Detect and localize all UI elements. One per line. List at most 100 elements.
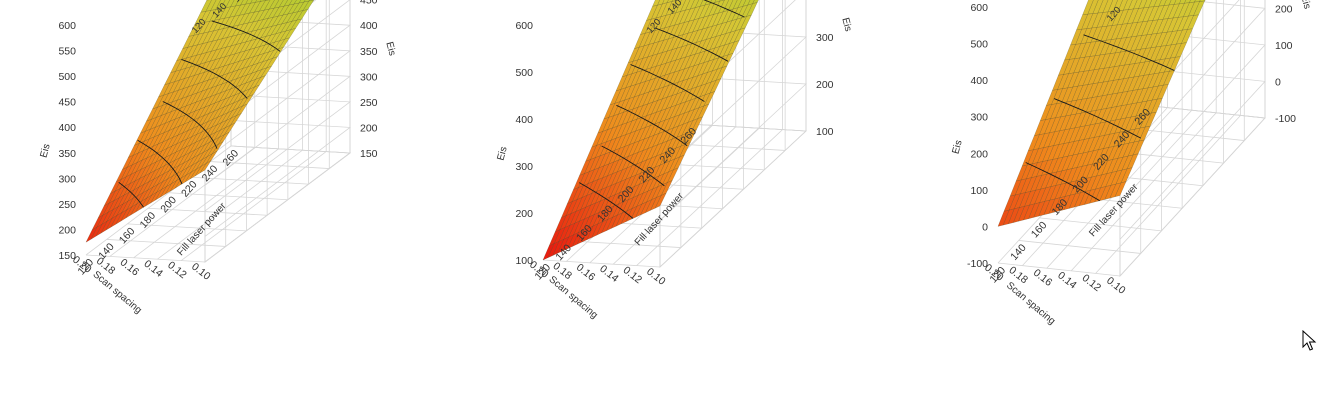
z-tick-label: 500 (515, 67, 533, 79)
y-tick-label: 0.14 (597, 263, 621, 285)
z-tick-label: -100 (967, 258, 988, 270)
z-tick-label: 200 (515, 208, 533, 220)
surface-plot-3: 1201401601802002202402600.100.120.140.16… (950, 0, 1313, 327)
y-tick-label: 0.14 (1055, 269, 1079, 291)
x-tick-label: 180 (138, 210, 159, 231)
contour-line (118, 181, 144, 208)
z-tick-label: 300 (360, 71, 378, 83)
floor-gridline (1070, 112, 1217, 272)
z-tick-label: 500 (970, 39, 988, 51)
floor-gridline (563, 240, 681, 248)
contour-line (601, 145, 665, 187)
z-tick-label: 350 (360, 46, 378, 58)
z-tick-label: 450 (58, 97, 76, 109)
contour-line (578, 182, 634, 219)
surface-plot-2: 1201401601802002202402600.100.120.140.16… (495, 0, 854, 321)
floor-gridline (204, 152, 351, 263)
surface-plot-1: 1201401601802002202402600.100.120.140.16… (38, 0, 398, 316)
z-tick-label: 400 (970, 75, 988, 87)
floor-gridline (133, 148, 279, 259)
z-tick-label: 250 (360, 97, 378, 109)
z-tick-label: 500 (58, 71, 76, 83)
z-tick-label: 450 (360, 0, 378, 7)
z-tick-label: 150 (360, 148, 378, 160)
z-tick-label: 300 (58, 173, 76, 185)
floor-gridline (127, 223, 247, 232)
floor-gridline (542, 259, 661, 268)
z-tick-label: 100 (515, 255, 533, 267)
x-tick-label: 160 (1029, 219, 1050, 240)
y-tick-label: 0.16 (1031, 267, 1055, 289)
z-axis-title: Eis (38, 143, 52, 159)
contour-line (137, 139, 183, 185)
z-tick-label: 200 (360, 122, 378, 134)
contour-line (162, 101, 218, 149)
floor-gridline (189, 176, 309, 185)
z-tick-label: 400 (515, 114, 533, 126)
response-surface (542, 0, 759, 261)
floor-gridline (109, 147, 256, 257)
floor-gridline (659, 130, 807, 268)
z-tick-label: 400 (58, 122, 76, 134)
floor-gridline (612, 127, 760, 265)
contour-line (655, 27, 729, 62)
response-surface (997, 0, 1206, 227)
y-tick-label: 0.10 (644, 266, 668, 288)
floor-gridline (1018, 240, 1141, 254)
floor-gridline (1095, 115, 1241, 274)
surface-patch (542, 243, 555, 261)
x-tick-label-top: 160 (231, 0, 250, 5)
y-tick-label: 0.12 (165, 259, 189, 281)
floor-gridline (106, 239, 226, 247)
z-tick-label: 600 (970, 2, 988, 14)
z-tick-label: 600 (58, 20, 76, 32)
x-tick-label: 200 (158, 194, 179, 215)
y-tick-label: 0.12 (621, 264, 645, 286)
z-axis-title: Eis (839, 17, 853, 33)
z-tick-label: 600 (515, 20, 533, 32)
floor-gridline (210, 161, 330, 169)
y-tick-label: 0.10 (189, 261, 213, 283)
z-tick-label: 400 (360, 20, 378, 32)
contour-line (630, 64, 705, 102)
y-tick-label: 0.16 (118, 256, 142, 278)
y-axis-title: Scan spacing (91, 269, 144, 316)
z-tick-label: 0 (1275, 76, 1281, 88)
y-tick-label: 0.10 (1104, 275, 1128, 297)
mouse-pointer-icon (1302, 330, 1317, 351)
x-tick-label: 140 (1008, 242, 1029, 263)
z-tick-label: 100 (1275, 40, 1293, 52)
y-tick-label: 0.12 (1080, 272, 1104, 294)
z-tick-label: 100 (816, 126, 834, 138)
floor-gridline (168, 192, 288, 201)
floor-gridline (636, 129, 783, 266)
floor-gridline (997, 262, 1121, 277)
y-axis-title: Scan spacing (1004, 280, 1057, 327)
z-tick-label: 200 (816, 79, 834, 91)
z-tick-label: 550 (58, 46, 76, 58)
floor-gridline (230, 145, 351, 154)
contour-line (1083, 34, 1175, 71)
response-surface (85, 0, 315, 243)
z-axis-title: Eis (950, 139, 964, 155)
surface-patch (997, 209, 1010, 227)
z-tick-label: 200 (970, 148, 988, 160)
contour-line (181, 58, 248, 99)
z-tick-label: 0 (982, 221, 988, 233)
contour-line (616, 104, 688, 147)
x-tick-label: 160 (117, 225, 138, 246)
z-tick-label: -100 (1275, 113, 1296, 125)
floor-gridline (85, 254, 206, 263)
contour-line (1025, 162, 1100, 202)
contour-line (1053, 98, 1142, 139)
z-axis-title: Eis (495, 146, 509, 162)
z-axis-title: Eis (383, 41, 397, 57)
floor-gridline (1142, 104, 1266, 119)
floor-gridline (180, 151, 327, 261)
z-tick-label: 100 (970, 185, 988, 197)
floor-gridline (1039, 217, 1162, 232)
z-tick-label: 300 (515, 161, 533, 173)
z-tick-label: 200 (58, 224, 76, 236)
z-tick-label: 250 (58, 199, 76, 211)
